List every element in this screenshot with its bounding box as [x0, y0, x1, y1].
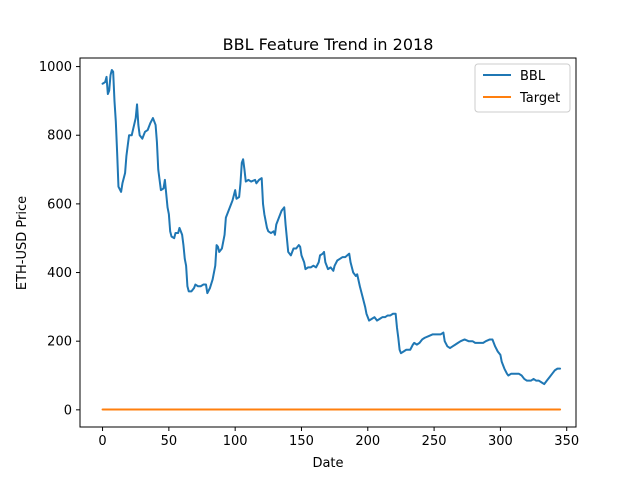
series-line-bbl	[101, 69, 562, 386]
x-tick-label: 0	[98, 434, 106, 449]
y-tick-label: 200	[47, 335, 72, 350]
legend: BBL Target	[474, 63, 571, 113]
y-tick-label: 1000	[39, 60, 72, 75]
x-tick-label: 200	[355, 434, 380, 449]
axes-frame	[79, 57, 577, 428]
x-axis-label: Date	[312, 456, 343, 471]
y-tick-label: 800	[47, 129, 72, 144]
plot-area: 0 50 100 150 200 250 300 350 0 200 400 600 800 1000	[39, 57, 579, 449]
legend-label-target: Target	[519, 91, 560, 106]
y-tick-label: 400	[47, 266, 72, 281]
y-axis-label: ETH-USD Price	[15, 196, 30, 290]
x-tick-label: 350	[554, 434, 579, 449]
x-tick-label: 250	[422, 434, 447, 449]
x-tick-label: 50	[161, 434, 178, 449]
y-tick-label: 600	[47, 197, 72, 212]
x-tick-label: 100	[223, 434, 248, 449]
x-tick-label: 300	[488, 434, 513, 449]
legend-label-bbl: BBL	[520, 69, 546, 84]
chart-title: BBL Feature Trend in 2018	[223, 35, 434, 54]
y-tick-label: 0	[64, 403, 72, 418]
x-tick-label: 150	[289, 434, 314, 449]
